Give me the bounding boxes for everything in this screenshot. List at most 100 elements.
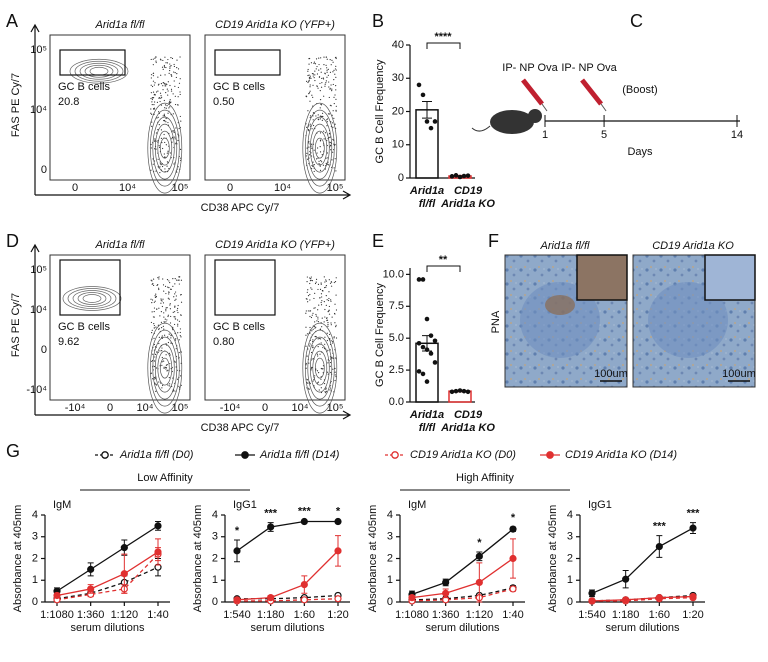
event: [311, 288, 313, 290]
event: [308, 387, 310, 389]
event: [328, 96, 330, 99]
event: [320, 86, 323, 88]
event: [169, 288, 172, 290]
event: [332, 71, 334, 73]
event: [321, 161, 323, 163]
y-axis-label: Absorbance at 405nm: [192, 505, 204, 613]
event: [323, 130, 325, 132]
event: [308, 63, 310, 65]
event: [307, 70, 309, 72]
event: [172, 113, 174, 115]
event: [312, 380, 314, 382]
event: [164, 168, 166, 170]
event: [310, 62, 313, 64]
event: [154, 356, 156, 358]
data-point: [509, 554, 517, 563]
event: [159, 163, 161, 165]
event: [324, 308, 326, 311]
event: [165, 62, 167, 64]
event: [309, 343, 311, 345]
event: [311, 147, 313, 149]
inset: [704, 254, 756, 301]
follicle: [648, 282, 728, 358]
event: [162, 85, 164, 87]
event: [164, 141, 166, 144]
event: [310, 287, 312, 289]
x-axis-label: serum dilutions: [426, 622, 500, 634]
event: [309, 100, 311, 102]
event: [322, 365, 325, 367]
mouse-head: [528, 109, 542, 123]
event: [163, 316, 165, 318]
event: [325, 64, 327, 66]
event: [175, 127, 177, 129]
event: [161, 335, 163, 337]
event: [175, 298, 177, 300]
event: [176, 104, 179, 106]
data-point: [509, 585, 517, 593]
event: [311, 330, 313, 332]
event: [178, 82, 181, 84]
event: [330, 149, 332, 151]
event: [171, 138, 173, 140]
y-tick-label: 2: [567, 552, 573, 564]
event: [328, 81, 330, 83]
data-point: [457, 174, 463, 180]
event: [174, 316, 176, 318]
event: [157, 84, 160, 86]
event: [330, 145, 332, 147]
event: [154, 376, 156, 379]
event: [165, 307, 167, 309]
event: [324, 316, 326, 318]
data-point: [453, 388, 459, 394]
y-axis-label: Absorbance at 405nm: [367, 505, 379, 613]
y-tick-label: 30: [392, 72, 404, 84]
event: [159, 92, 162, 94]
event: [150, 169, 152, 171]
event: [326, 125, 328, 127]
y-tick-label: 1: [212, 574, 218, 586]
contour: [77, 292, 107, 305]
event: [169, 66, 171, 68]
data-point: [475, 578, 483, 587]
event: [332, 138, 334, 141]
x-tick-label: 1:180: [257, 609, 285, 621]
event: [309, 90, 311, 92]
event: [312, 346, 314, 348]
event: [332, 368, 334, 370]
data-point: [689, 592, 697, 601]
x-axis-label: serum dilutions: [606, 622, 680, 634]
event: [150, 97, 152, 100]
event: [335, 98, 337, 100]
event: [156, 351, 158, 353]
event: [334, 379, 336, 382]
panel-letter: G: [6, 441, 20, 461]
event: [174, 299, 176, 301]
event: [310, 351, 313, 354]
event: [326, 119, 328, 121]
mouse-body: [490, 110, 534, 134]
event: [174, 361, 176, 363]
x-tick-label: 1:20: [682, 609, 703, 621]
x-tick-label: 1:20: [327, 609, 348, 621]
event: [170, 90, 173, 92]
event: [168, 293, 170, 295]
event: [173, 296, 175, 298]
event: [317, 381, 320, 383]
event: [176, 67, 178, 69]
event: [167, 369, 169, 371]
y-tick-label: 10⁴: [30, 104, 47, 116]
axis-arrow: [30, 243, 40, 415]
event: [162, 89, 164, 91]
event: [316, 147, 319, 149]
x-tick-label: 1:180: [612, 609, 640, 621]
event: [306, 355, 308, 357]
event: [151, 299, 154, 301]
event: [165, 321, 167, 323]
event: [324, 391, 326, 393]
event: [328, 113, 331, 115]
event: [308, 141, 310, 143]
contour: [147, 322, 183, 414]
data-point: [300, 596, 308, 604]
event: [155, 383, 157, 385]
